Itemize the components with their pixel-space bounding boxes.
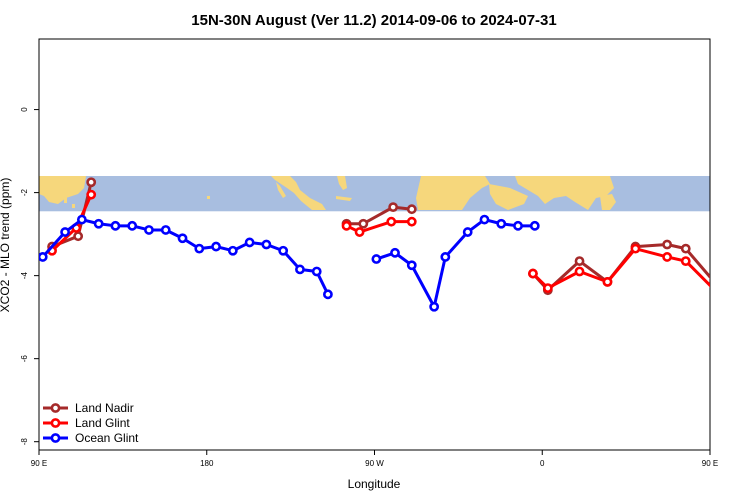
data-point [371, 254, 382, 264]
data-point [406, 204, 417, 215]
data-point [386, 216, 397, 227]
data-point [358, 218, 369, 229]
land-florida [337, 176, 347, 190]
data-point [719, 295, 726, 302]
plot-frame [38, 38, 711, 451]
data-point [60, 227, 70, 237]
x-tick-label: 90 E [31, 459, 47, 468]
land-south-asia [515, 176, 614, 210]
land-cuba [336, 196, 352, 201]
data-point [73, 231, 84, 242]
map-band [39, 176, 710, 212]
data-point [440, 252, 451, 262]
data-point [528, 268, 538, 279]
series-ocean-glint [39, 214, 540, 312]
data-point [602, 276, 613, 287]
data-point [76, 214, 87, 225]
land-hawaii [207, 196, 210, 199]
data-point [662, 252, 673, 262]
data-point [574, 256, 585, 267]
legend-label: Ocean Glint [75, 431, 139, 445]
series-line [531, 247, 710, 290]
legend-label: Land Nadir [75, 401, 134, 415]
data-point [211, 241, 221, 252]
data-point [406, 216, 417, 227]
data-point [479, 214, 490, 225]
data-point [261, 239, 272, 250]
y-tick-label: -2 [20, 189, 29, 197]
legend-marker [50, 433, 61, 443]
data-point [323, 289, 333, 300]
series-line [531, 243, 710, 292]
data-point [295, 264, 305, 275]
data-point [513, 220, 523, 231]
data-point [388, 202, 399, 213]
data-point [496, 218, 507, 229]
data-point [406, 260, 417, 271]
data-point [86, 189, 97, 200]
data-point [177, 233, 188, 244]
land-arabia [489, 184, 528, 210]
data-point [680, 243, 691, 254]
land-se-asia [600, 194, 616, 210]
y-tick-label: -6 [20, 355, 29, 363]
data-point [127, 220, 138, 231]
series-layer [39, 177, 741, 312]
data-point [341, 220, 352, 231]
data-point [734, 255, 741, 262]
data-point [86, 177, 97, 188]
data-point [734, 258, 741, 265]
x-tick-label: 90 E [702, 459, 718, 468]
land-north-america [271, 176, 326, 210]
map-band-land [39, 176, 616, 210]
data-point [462, 227, 473, 237]
x-tick-label: 0 [540, 459, 545, 468]
data-point [354, 227, 365, 237]
series-line [346, 205, 412, 226]
y-axis: 0 -2 -4 -6 -8 [20, 107, 39, 445]
y-tick-label: -4 [20, 272, 29, 280]
data-point [278, 245, 289, 256]
legend-marker [50, 403, 61, 413]
data-point [719, 289, 726, 296]
x-axis-label: Longitude [348, 477, 401, 491]
data-point [311, 266, 322, 277]
data-point [429, 301, 440, 312]
data-point [390, 247, 400, 258]
data-point [227, 245, 238, 256]
data-point [93, 218, 104, 229]
data-point [662, 239, 673, 250]
y-axis-label: XCO2 - MLO trend (ppm) [0, 178, 12, 313]
data-point [144, 225, 154, 235]
y-tick-label: 0 [20, 107, 29, 112]
data-point [630, 243, 641, 254]
data-point [529, 220, 540, 231]
data-point [194, 243, 205, 254]
data-point [39, 252, 48, 262]
x-tick-label: 90 W [365, 459, 384, 468]
legend-marker [50, 418, 61, 428]
land-africa [416, 176, 490, 210]
data-point [160, 225, 171, 235]
data-point [244, 237, 255, 248]
land-island-small [72, 204, 75, 208]
chart-title: 15N-30N August (Ver 11.2) 2014-09-06 to … [191, 12, 556, 29]
data-point [542, 283, 553, 293]
y-tick-label: -8 [20, 438, 29, 446]
series-line [375, 218, 535, 309]
data-point [110, 220, 121, 231]
land-baja [276, 182, 286, 198]
data-point [574, 266, 585, 277]
x-tick-label: 180 [200, 459, 214, 468]
land-taiwan [64, 196, 67, 203]
legend-label: Land Glint [75, 416, 130, 430]
series-line [345, 220, 412, 234]
series-line [41, 218, 330, 295]
data-point [680, 256, 691, 267]
land-east-asia [39, 176, 86, 204]
